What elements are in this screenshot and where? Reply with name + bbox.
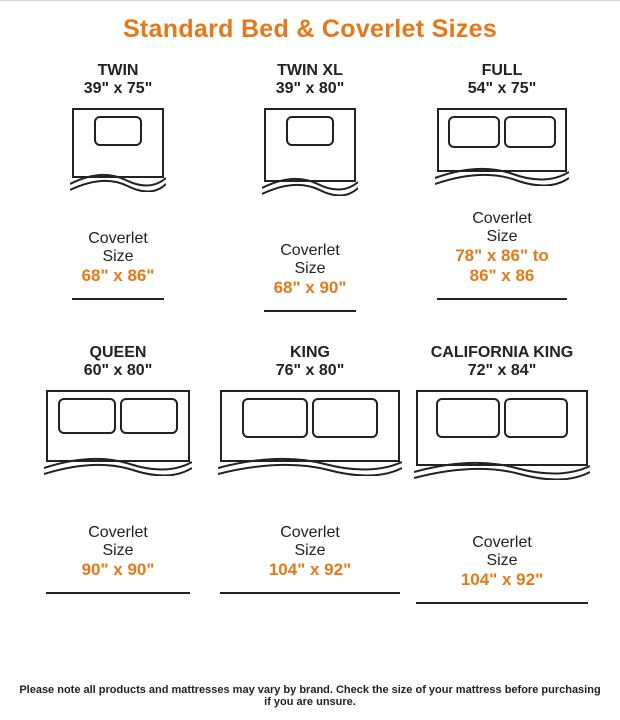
- coverlet-size: 78" x 86" to: [437, 246, 567, 266]
- coverlet-size: 68" x 90": [264, 278, 356, 298]
- bed-cell: CALIFORNIA KING72" x 84" CoverletSize104"…: [406, 344, 598, 604]
- coverlet-label: Size: [72, 248, 164, 266]
- coverlet-label: Coverlet: [264, 242, 356, 260]
- sheet-fold-icon: [218, 448, 402, 476]
- coverlet-area: CoverletSize104" x 92": [220, 460, 400, 592]
- pillow-row: [266, 116, 354, 146]
- coverlet-label: Coverlet: [416, 534, 588, 552]
- bed-frame: CoverletSize90" x 90": [46, 390, 190, 594]
- pillow-icon: [286, 116, 334, 146]
- bed-frame: CoverletSize104" x 92": [220, 390, 400, 594]
- page-title: Standard Bed & Coverlet Sizes: [0, 1, 620, 44]
- pillow-row: [222, 398, 398, 438]
- coverlet-size: 86" x 86: [437, 266, 567, 286]
- pillow-icon: [120, 398, 178, 434]
- bed-dimensions: 60" x 80": [84, 362, 153, 380]
- coverlet-area: CoverletSize68" x 90": [264, 180, 356, 310]
- pillow-icon: [504, 116, 556, 148]
- coverlet-text: CoverletSize78" x 86" to86" x 86: [437, 210, 567, 286]
- bed-cell: TWIN39" x 75" CoverletSize68" x 86": [22, 62, 214, 312]
- bed-dimensions: 39" x 75": [84, 80, 153, 98]
- coverlet-area: CoverletSize68" x 86": [72, 176, 164, 298]
- bed-grid: TWIN39" x 75"CoverletSize68" x 86"TWIN X…: [0, 44, 620, 614]
- coverlet-label: Size: [264, 260, 356, 278]
- bed-name: FULL: [482, 62, 523, 80]
- bed-cell: FULL54" x 75" CoverletSize78" x 86" to86"…: [406, 62, 598, 312]
- bed-dimensions: 72" x 84": [468, 362, 537, 380]
- sheet-fold-icon: [435, 158, 569, 186]
- bed-cell: QUEEN60" x 80" CoverletSize90" x 90": [22, 344, 214, 604]
- coverlet-area: CoverletSize104" x 92": [416, 464, 588, 602]
- coverlet-label: Size: [437, 228, 567, 246]
- bed-name: TWIN: [98, 62, 139, 80]
- bed-dimensions: 54" x 75": [468, 80, 537, 98]
- sheet-fold-icon: [44, 448, 192, 476]
- coverlet-text: CoverletSize68" x 86": [72, 230, 164, 286]
- bed-cell: KING76" x 80" CoverletSize104" x 92": [214, 344, 406, 604]
- coverlet-text: CoverletSize90" x 90": [46, 524, 190, 580]
- coverlet-text: CoverletSize68" x 90": [264, 242, 356, 298]
- bed-frame: CoverletSize78" x 86" to86" x 86: [437, 108, 567, 300]
- bed-cell: TWIN XL39" x 80" CoverletSize68" x 90": [214, 62, 406, 312]
- coverlet-label: Coverlet: [46, 524, 190, 542]
- bed-frame: CoverletSize68" x 86": [72, 108, 164, 300]
- sheet-fold-icon: [262, 168, 358, 196]
- coverlet-label: Size: [220, 542, 400, 560]
- bed-name: CALIFORNIA KING: [431, 344, 574, 362]
- coverlet-label: Size: [46, 542, 190, 560]
- pillow-icon: [504, 398, 568, 438]
- coverlet-text: CoverletSize104" x 92": [220, 524, 400, 580]
- bed-name: QUEEN: [90, 344, 147, 362]
- coverlet-label: Coverlet: [437, 210, 567, 228]
- coverlet-size: 104" x 92": [416, 570, 588, 590]
- pillow-icon: [436, 398, 500, 438]
- coverlet-size: 90" x 90": [46, 560, 190, 580]
- sheet-fold-icon: [70, 164, 166, 192]
- coverlet-size: 68" x 86": [72, 266, 164, 286]
- footnote: Please note all products and mattresses …: [0, 684, 620, 708]
- coverlet-text: CoverletSize104" x 92": [416, 534, 588, 590]
- pillow-row: [439, 116, 565, 148]
- coverlet-label: Coverlet: [72, 230, 164, 248]
- bed-name: KING: [290, 344, 330, 362]
- pillow-icon: [448, 116, 500, 148]
- bed-frame: CoverletSize104" x 92": [416, 390, 588, 604]
- coverlet-size: 104" x 92": [220, 560, 400, 580]
- pillow-icon: [94, 116, 142, 146]
- pillow-row: [74, 116, 162, 146]
- pillow-icon: [242, 398, 308, 438]
- coverlet-label: Coverlet: [220, 524, 400, 542]
- bed-name: TWIN XL: [277, 62, 343, 80]
- pillow-icon: [58, 398, 116, 434]
- pillow-row: [48, 398, 188, 434]
- bed-frame: CoverletSize68" x 90": [264, 108, 356, 312]
- pillow-row: [418, 398, 586, 438]
- pillow-icon: [312, 398, 378, 438]
- coverlet-area: CoverletSize78" x 86" to86" x 86: [437, 170, 567, 298]
- sheet-fold-icon: [414, 452, 590, 480]
- bed-dimensions: 39" x 80": [276, 80, 345, 98]
- coverlet-area: CoverletSize90" x 90": [46, 460, 190, 592]
- bed-dimensions: 76" x 80": [276, 362, 345, 380]
- coverlet-label: Size: [416, 552, 588, 570]
